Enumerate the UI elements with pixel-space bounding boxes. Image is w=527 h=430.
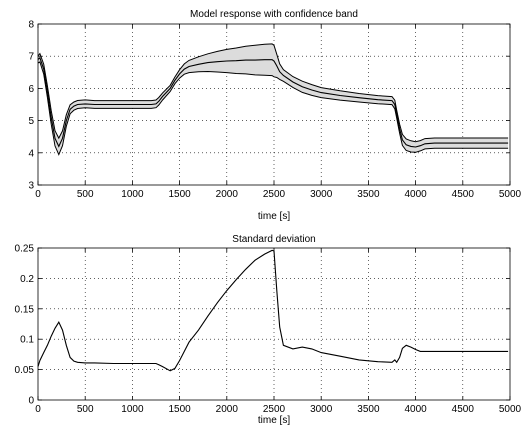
top-chart-title: Model response with confidence band [190,9,358,20]
top-xtick-label: 1500 [168,189,191,200]
bottom-ytick-label: 0.15 [15,304,35,315]
mean-line [37,56,509,148]
bottom-x-axis-label: time [s] [258,415,290,426]
top-xtick-label: 2000 [216,189,239,200]
bottom-ytick-label: 0.1 [20,335,34,346]
top-xtick-label: 1000 [121,189,144,200]
bottom-xtick-label: 3500 [357,404,380,415]
bottom-ytick-label: 0.05 [15,365,35,376]
bottom-xtick-label: 0 [35,404,41,415]
top-ytick-label: 8 [28,20,34,31]
top-xtick-label: 500 [77,189,94,200]
top-xtick-label: 4000 [404,189,427,200]
top-xtick-label: 3000 [310,189,333,200]
top-x-axis-label: time [s] [258,211,290,222]
bottom-xtick-label: 3000 [310,404,333,415]
bottom-xtick-label: 1500 [168,404,191,415]
axes-top-ticks: 0 500 1000 1500 2000 2500 3000 3500 4000 4500 5000… [28,20,521,201]
top-xtick-label: 3500 [357,189,380,200]
bottom-xtick-label: 4500 [452,404,475,415]
axes-top: 0 500 1000 1500 2000 2500 3000 3500 4000 4500 5000… [28,9,521,222]
bottom-chart-title: Standard deviation [232,234,315,245]
top-ytick-label: 6 [28,84,34,95]
bottom-xtick-label: 5000 [499,404,522,415]
std-line [37,249,509,372]
top-ytick-label: 7 [28,52,34,63]
band-lower-line [37,61,509,156]
bottom-ytick-label: 0.2 [20,274,34,285]
top-xtick-label: 5000 [499,189,522,200]
axes-bottom: 0 500 1000 1500 2000 2500 3000 3500 4000 4500 5000… [15,234,522,426]
axes-bottom-grid [38,248,510,400]
band-upper-line [37,43,509,143]
bottom-xtick-label: 2500 [263,404,286,415]
top-xtick-label: 0 [35,189,41,200]
top-ytick-label: 3 [28,181,34,192]
bottom-xtick-label: 2000 [216,404,239,415]
top-xtick-label: 4500 [452,189,475,200]
bottom-ytick-label: 0.25 [15,244,35,255]
bottom-xtick-label: 1000 [121,404,144,415]
bottom-xtick-label: 500 [77,404,94,415]
bottom-xtick-label: 4000 [404,404,427,415]
axes-bottom-ticks: 0 500 1000 1500 2000 2500 3000 3500 4000 4500 5000… [15,244,522,416]
top-ytick-label: 4 [28,148,34,159]
top-xtick-label: 2500 [263,189,286,200]
bottom-ytick-label: 0 [28,396,34,407]
top-ytick-label: 5 [28,116,34,127]
